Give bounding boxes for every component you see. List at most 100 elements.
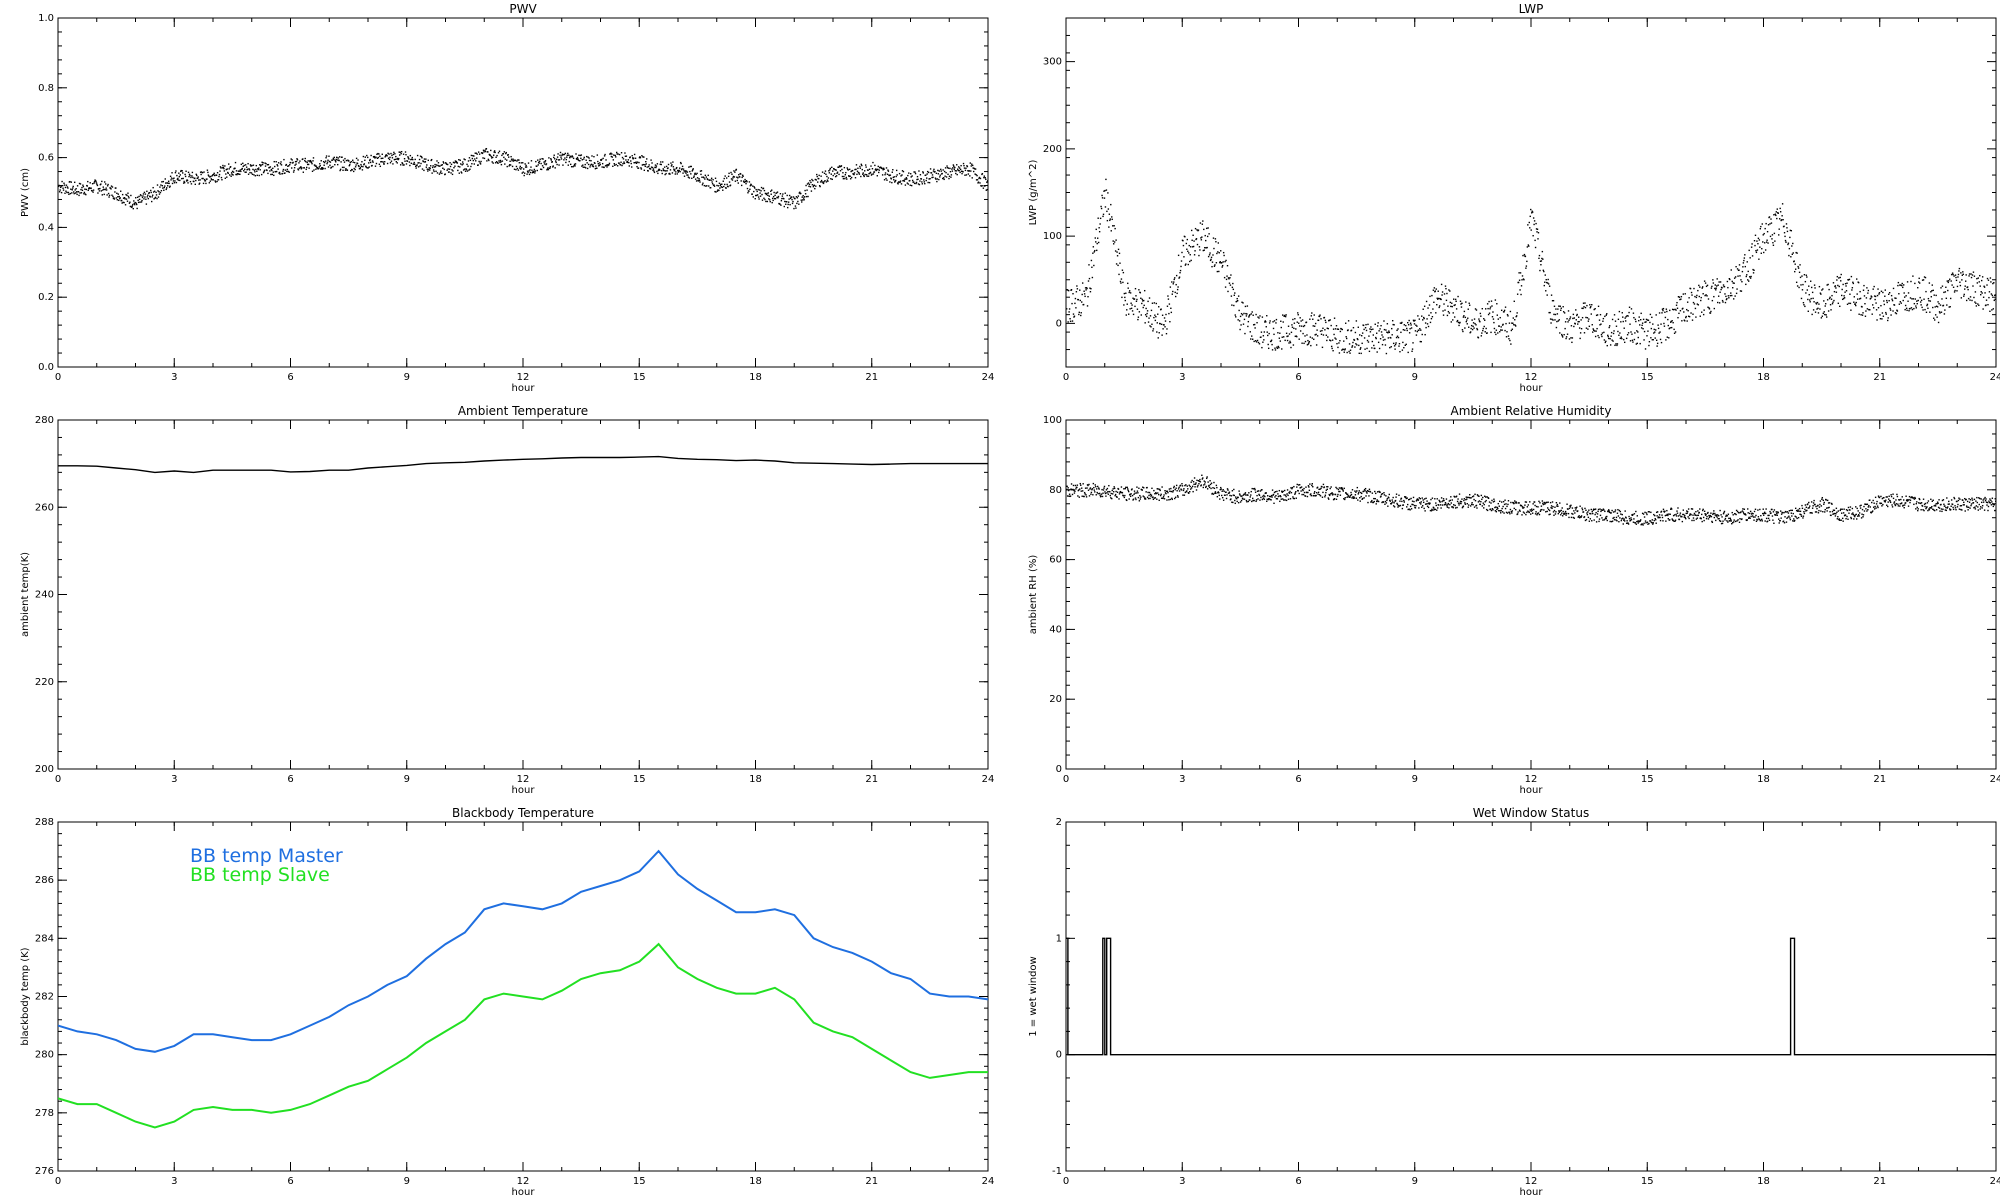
data-point: [807, 196, 808, 197]
data-point: [155, 192, 156, 193]
data-point: [859, 166, 860, 167]
data-point: [166, 189, 167, 190]
data-point: [1183, 488, 1184, 489]
data-point: [1928, 300, 1929, 301]
data-point: [772, 200, 773, 201]
x-tick-label: 15: [633, 774, 646, 785]
data-point: [1221, 495, 1222, 496]
data-point: [1264, 331, 1265, 332]
data-point: [1993, 282, 1994, 283]
data-point: [1163, 496, 1164, 497]
data-point: [202, 172, 203, 173]
data-point: [1130, 292, 1131, 293]
data-point: [625, 159, 626, 160]
data-point: [1178, 255, 1179, 256]
data-point: [1951, 284, 1952, 285]
data-point: [628, 162, 629, 163]
data-point: [823, 183, 824, 184]
data-point: [182, 170, 183, 171]
data-point: [952, 167, 953, 168]
data-point: [1690, 312, 1691, 313]
data-point: [139, 201, 140, 202]
data-point: [1945, 291, 1946, 292]
data-point: [865, 164, 866, 165]
data-point: [72, 187, 73, 188]
data-point: [1089, 278, 1090, 279]
data-point: [1954, 290, 1955, 291]
data-point: [1658, 328, 1659, 329]
data-point: [566, 159, 567, 160]
data-point: [1207, 481, 1208, 482]
data-point: [418, 166, 419, 167]
data-point: [1462, 329, 1463, 330]
data-point: [259, 175, 260, 176]
data-point: [259, 164, 260, 165]
data-point: [1761, 253, 1762, 254]
data-point: [1173, 281, 1174, 282]
data-point: [515, 169, 516, 170]
data-point: [635, 158, 636, 159]
data-point: [536, 166, 537, 167]
data-point: [262, 164, 263, 165]
data-point: [1839, 306, 1840, 307]
data-point: [1313, 325, 1314, 326]
data-point: [802, 195, 803, 196]
data-point: [279, 173, 280, 174]
data-point: [771, 189, 772, 190]
data-point: [762, 199, 763, 200]
data-point: [917, 179, 918, 180]
data-point: [1574, 317, 1575, 318]
data-point: [1143, 300, 1144, 301]
data-point: [1781, 215, 1782, 216]
data-point: [452, 170, 453, 171]
data-point: [494, 152, 495, 153]
data-point: [1877, 288, 1878, 289]
data-point: [1137, 492, 1138, 493]
data-point: [1351, 346, 1352, 347]
data-point: [769, 195, 770, 196]
data-point: [1289, 333, 1290, 334]
data-point: [1114, 488, 1115, 489]
data-point: [1105, 206, 1106, 207]
data-point: [1399, 343, 1400, 344]
data-point: [1218, 271, 1219, 272]
data-point: [1731, 269, 1732, 270]
data-point: [1177, 289, 1178, 290]
data-point: [1493, 318, 1494, 319]
data-point: [1543, 271, 1544, 272]
data-point: [1745, 284, 1746, 285]
data-point: [1626, 338, 1627, 339]
data-point: [884, 174, 885, 175]
data-point: [1240, 501, 1241, 502]
data-point: [1196, 480, 1197, 481]
data-point: [1149, 498, 1150, 499]
data-point: [1223, 255, 1224, 256]
data-point: [1967, 286, 1968, 287]
data-point: [106, 194, 107, 195]
data-point: [1711, 286, 1712, 287]
data-point: [1772, 242, 1773, 243]
data-point: [191, 183, 192, 184]
data-point: [142, 197, 143, 198]
data-point: [693, 168, 694, 169]
data-point: [618, 162, 619, 163]
data-point: [1970, 273, 1971, 274]
data-point: [1491, 305, 1492, 306]
data-point: [554, 158, 555, 159]
data-point: [666, 166, 667, 167]
data-point: [1435, 312, 1436, 313]
data-point: [1148, 317, 1149, 318]
data-point: [1546, 279, 1547, 280]
data-point: [1681, 296, 1682, 297]
data-point: [1223, 252, 1224, 253]
data-point: [1502, 324, 1503, 325]
data-point: [1261, 347, 1262, 348]
data-point: [1507, 315, 1508, 316]
data-point: [1613, 330, 1614, 331]
data-point: [1292, 496, 1293, 497]
data-point: [1911, 298, 1912, 299]
data-point: [1329, 495, 1330, 496]
data-point: [196, 175, 197, 176]
data-point: [764, 199, 765, 200]
data-point: [524, 173, 525, 174]
